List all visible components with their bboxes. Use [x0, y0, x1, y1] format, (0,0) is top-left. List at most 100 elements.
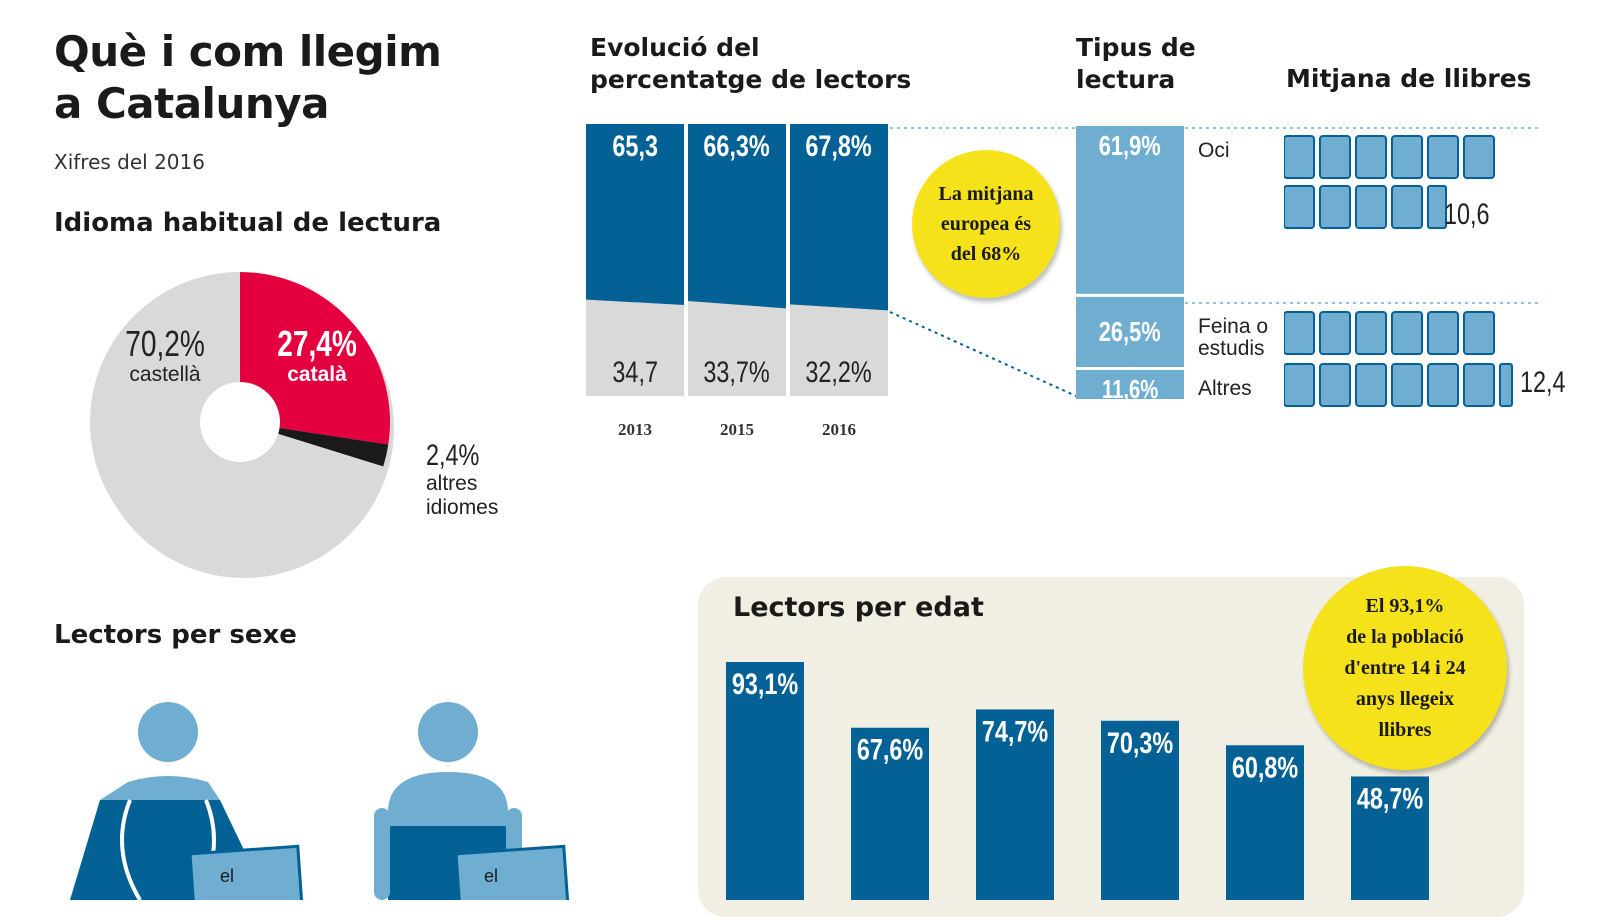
book-icon	[1427, 363, 1459, 407]
edat-bar-2	[976, 709, 1054, 900]
tipus-feina-label: Feina o estudis	[1198, 316, 1268, 360]
evo-label-2015-lectors: 66,3%	[703, 130, 771, 163]
book-icon	[1427, 311, 1459, 355]
castella-label: 70,2% castellà	[110, 323, 220, 386]
tipus-oci-value: 61,9%	[1099, 130, 1161, 161]
book-icon	[1391, 185, 1423, 229]
evo-label-2016-no: 32,2%	[805, 356, 873, 389]
woman-shoulders	[100, 776, 220, 800]
tipus-altres-label: Altres	[1198, 377, 1252, 400]
edat-note-bubble: El 93,1% de la població d'entre 14 i 24 …	[1303, 566, 1507, 770]
tipus-title-line-2: lectura	[1076, 65, 1176, 94]
castella-pct: 70,2%	[125, 323, 205, 364]
mitjana-books	[1284, 135, 1513, 407]
book-icon-woman: el	[188, 844, 304, 900]
edat-note-5: llibres	[1378, 718, 1432, 741]
evolucio-title: Evolució del percentatge de lectors	[590, 32, 911, 96]
pie-slice-0	[240, 272, 390, 445]
book-woman-shape	[188, 844, 304, 900]
book-icon	[1284, 363, 1315, 407]
book-icon	[1319, 185, 1351, 229]
tipus-bars	[1076, 126, 1184, 399]
evo-label-2013-no: 34,7	[612, 356, 658, 389]
edat-bars: 93,1% 67,6% 74,7% 70,3% 60,8% 48,7%	[726, 662, 1429, 900]
sexe-figures: el el	[70, 702, 570, 900]
edat-label-2: 74,7%	[982, 715, 1048, 748]
man-arm-left	[374, 808, 390, 900]
book-icon-partial	[1427, 185, 1447, 229]
page-title: Què i com llegim a Catalunya	[54, 26, 442, 130]
evolucio-title-line-2: percentatge de lectors	[590, 65, 912, 94]
book-icon	[1355, 311, 1387, 355]
evo-label-2016-lectors: 67,8%	[805, 130, 873, 163]
catala-label: 27,4% català	[262, 323, 372, 386]
book-icon-man: el	[454, 844, 570, 900]
tipus-title-line-1: Tipus de	[1076, 33, 1196, 62]
evo-bar-lectors-2015	[688, 124, 786, 309]
book-icon	[1391, 311, 1423, 355]
tipus-bar-2	[1076, 369, 1184, 399]
pie-hole	[200, 382, 280, 462]
edat-bar-5	[1351, 776, 1429, 900]
europe-note-2: europea és	[940, 213, 1032, 235]
edat-bar-1	[851, 727, 929, 900]
tipus-chart	[1076, 126, 1184, 399]
title-line-2: a Catalunya	[54, 79, 329, 128]
book-icon	[1391, 135, 1423, 179]
edat-label-3: 70,3%	[1107, 726, 1173, 759]
europe-note-3: del 68%	[950, 243, 1022, 265]
book-icon	[1391, 363, 1423, 407]
page-subtitle: Xifres del 2016	[54, 150, 205, 174]
sexe-title: Lectors per sexe	[54, 620, 297, 650]
evo-bar-lectors-2013	[586, 124, 684, 305]
book-icon	[1284, 135, 1315, 179]
book-icon	[1355, 135, 1387, 179]
evolucio-labels: 65,3 66,3% 67,8% 34,7 33,7% 32,2%	[586, 126, 886, 416]
evolucio-chart	[586, 124, 888, 396]
tipus-feina-value: 26,5%	[1099, 316, 1161, 347]
tipus-feina-label-1: Feina o	[1198, 315, 1269, 338]
edat-label-5: 48,7%	[1357, 782, 1423, 815]
edat-note-2: de la població	[1346, 625, 1464, 648]
europe-note-1: La mitjana	[938, 183, 1034, 205]
catala-pct: 27,4%	[277, 323, 357, 364]
book-man-text: el	[484, 866, 498, 886]
book-icons	[1284, 135, 1513, 407]
edat-bar-3	[1101, 720, 1179, 900]
europe-note-bubble: La mitjana europea és del 68%	[912, 150, 1060, 298]
book-icon	[1355, 185, 1387, 229]
evolucio-title-line-1: Evolució del	[590, 33, 760, 62]
connector-lines	[889, 127, 1540, 397]
edat-note-3: d'entre 14 i 24	[1344, 656, 1466, 679]
tipus-oci-label: Oci	[1198, 139, 1230, 162]
mitjana-title: Mitjana de llibres	[1286, 64, 1532, 93]
evo-bar-lectors-2016	[790, 124, 888, 311]
man-head-icon	[418, 702, 478, 762]
edat-note-4: anys llegeix	[1355, 687, 1455, 710]
book-woman-text: el	[220, 866, 234, 886]
book-icon	[1319, 363, 1351, 407]
tipus-title: Tipus de lectura	[1076, 32, 1196, 96]
tipus-bar-1	[1076, 296, 1184, 367]
connector-bottom	[889, 311, 1077, 397]
altres-pct: 2,4%	[426, 439, 480, 472]
book-icon	[1463, 311, 1495, 355]
mitjana-oci-value: 10,6	[1444, 198, 1490, 231]
evo-label-2013-lectors: 65,3	[612, 130, 658, 163]
tipus-feina-label-2: estudis	[1198, 337, 1265, 360]
evo-label-2015-no: 33,7%	[703, 356, 771, 389]
tipus-bar-0	[1076, 126, 1184, 294]
edat-bar-4	[1226, 745, 1304, 900]
year-2015: 2015	[720, 420, 754, 439]
book-icon	[1284, 311, 1315, 355]
edat-bar-0	[726, 662, 804, 900]
edat-title: Lectors per edat	[733, 592, 984, 623]
edat-note-1: El 93,1%	[1365, 594, 1445, 617]
book-icon	[1463, 363, 1495, 407]
book-man-shape	[454, 844, 570, 900]
book-icon	[1319, 135, 1351, 179]
altres-name-2: idiomes	[426, 496, 499, 519]
title-line-1: Què i com llegim	[54, 27, 442, 76]
pie-title: Idioma habitual de lectura	[54, 208, 442, 238]
woman-head-icon	[138, 702, 198, 762]
